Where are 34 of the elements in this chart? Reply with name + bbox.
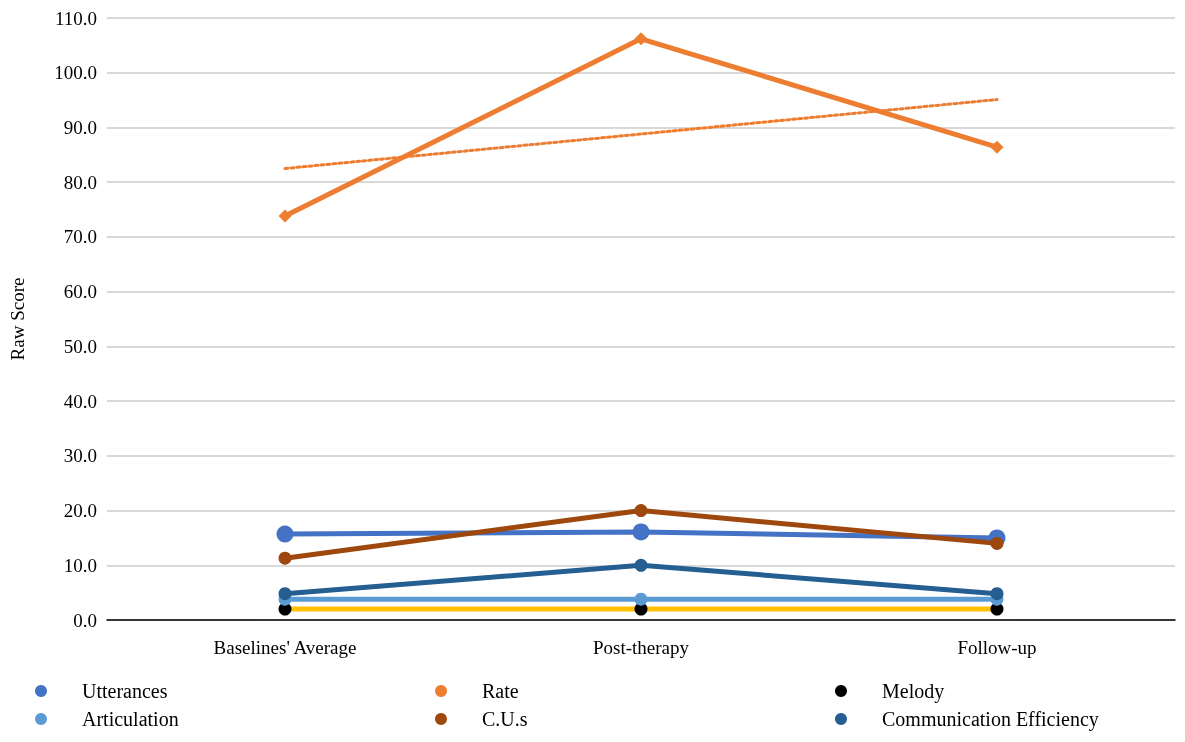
y-tick-label: 110.0	[54, 7, 97, 29]
y-tick-label: 90.0	[63, 116, 97, 138]
legend-label: Melody	[882, 680, 945, 703]
point	[634, 558, 648, 572]
point	[276, 525, 294, 543]
legend-label: Communication Efficiency	[882, 708, 1099, 731]
legend-label: Utterances	[82, 680, 168, 702]
x-tick-label: Follow-up	[957, 637, 1037, 658]
point	[278, 209, 292, 223]
y-tick-label: 100.0	[54, 62, 97, 84]
point	[632, 523, 650, 541]
y-tick-label: 20.0	[63, 500, 97, 522]
point	[990, 140, 1004, 154]
y-tick-label: 60.0	[63, 281, 97, 303]
y-axis-title: Raw Score	[7, 277, 28, 361]
y-tick-label: 70.0	[63, 226, 97, 248]
point	[990, 587, 1004, 601]
point	[278, 551, 292, 565]
point	[278, 587, 292, 601]
y-tick-label: 0.0	[73, 609, 97, 631]
legend-label: C.U.s	[482, 708, 528, 730]
point	[634, 504, 648, 518]
y-tick-label: 50.0	[63, 335, 97, 357]
y-tick-label: 40.0	[63, 390, 97, 412]
x-tick-label: Post-therapy	[592, 637, 690, 658]
legend-label: Articulation	[82, 708, 179, 730]
y-tick-label: 80.0	[63, 171, 97, 193]
point	[990, 536, 1004, 550]
y-tick-label: 10.0	[63, 554, 97, 576]
x-tick-label: Baselines' Average	[213, 637, 357, 658]
y-tick-label: 30.0	[63, 445, 97, 467]
point	[634, 592, 648, 606]
point	[634, 32, 648, 46]
legend-label: Rate	[482, 680, 519, 702]
